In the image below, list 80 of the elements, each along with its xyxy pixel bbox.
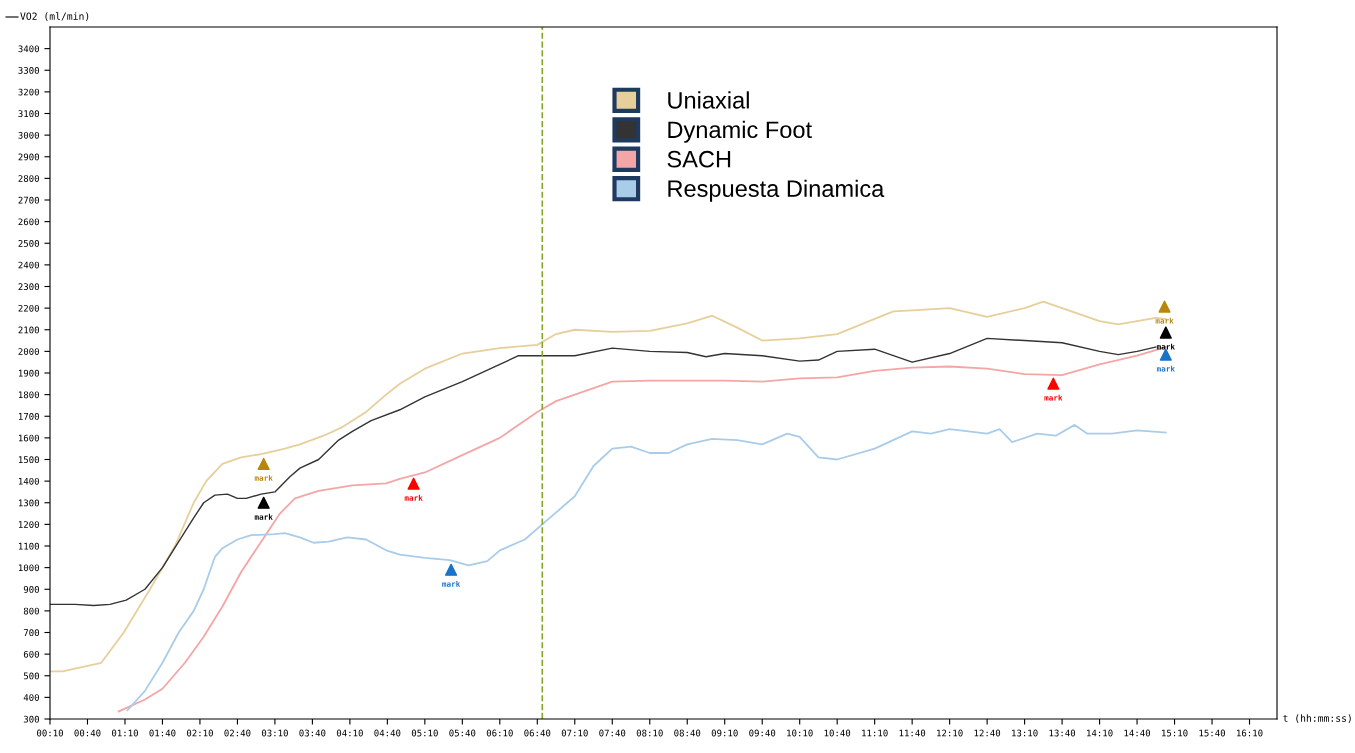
- y-tick-label: 2800: [18, 175, 39, 182]
- y-tick-label: 400: [23, 694, 39, 701]
- x-tick-label: 12:10: [937, 729, 963, 737]
- y-tick-label: 2100: [18, 326, 39, 334]
- y-tick-label: 600: [23, 650, 39, 658]
- y-tick-label: 1800: [18, 391, 39, 399]
- x-tick-label: 08:10: [636, 729, 663, 737]
- x-tick-label: 14:10: [1087, 729, 1113, 737]
- x-tick-label: 13:10: [1012, 729, 1038, 737]
- y-tick-label: 2600: [18, 218, 39, 226]
- y-tick-label: 2300: [18, 283, 39, 291]
- y-tick-label: 3000: [18, 131, 39, 139]
- y-tick-label: 3300: [18, 67, 39, 74]
- y-tick-label: 700: [23, 629, 39, 637]
- y-tick-label: 500: [23, 672, 39, 680]
- x-tick-label: 05:40: [449, 729, 476, 737]
- x-tick-label: 13:40: [1049, 729, 1076, 737]
- x-tick-label: 15:40: [1199, 729, 1226, 737]
- x-tick-label: 03:40: [299, 729, 326, 737]
- x-tick-label: 01:40: [149, 729, 176, 737]
- y-tick-label: 2000: [18, 348, 39, 355]
- x-tick-label: 06:40: [524, 729, 551, 737]
- y-tick-label: 2900: [18, 153, 39, 161]
- point: [1159, 326, 1172, 339]
- y-tick-label: 3200: [18, 88, 39, 96]
- x-tick-label: 00:10: [37, 729, 63, 737]
- y-tick-label: 1100: [18, 542, 39, 550]
- x-tick-label: 07:40: [599, 729, 626, 737]
- point: [407, 477, 420, 490]
- x-tick-label: 11:40: [899, 729, 926, 737]
- legend-label: Dynamic Foot: [668, 120, 812, 143]
- legend-label: Respuesta Dinamica: [668, 179, 885, 202]
- y-tick-label: 2400: [18, 261, 39, 269]
- point: [257, 457, 270, 470]
- x-tick-label: 04:40: [374, 729, 401, 737]
- x-tick-label: 01:10: [111, 729, 138, 737]
- y-tick-label: 1700: [18, 413, 39, 420]
- y-tick-label: 2700: [18, 196, 39, 204]
- point: [1158, 300, 1171, 313]
- y-tick-label: 1200: [18, 521, 39, 528]
- y-tick-label: 1900: [18, 369, 39, 377]
- line-series: [50, 337, 1157, 607]
- point: [257, 496, 270, 509]
- y-tick-label: 2200: [18, 304, 39, 312]
- legend-label: Uniaxial: [668, 91, 749, 109]
- x-tick-label: 02:10: [186, 729, 213, 737]
- y-tick-label: 3400: [18, 45, 39, 53]
- x-tick-label: 09:40: [749, 729, 776, 737]
- y-tick-label: 900: [23, 586, 39, 593]
- y-tick-label: 2500: [18, 240, 39, 247]
- x-tick-label: 10:10: [787, 729, 813, 737]
- x-tick-label: 12:40: [974, 729, 1001, 737]
- point: [445, 563, 458, 576]
- legend-label: SACH: [667, 150, 731, 168]
- y-tick-label: 800: [23, 607, 39, 615]
- y-tick-label: 1400: [18, 477, 39, 485]
- line-series: [126, 423, 1167, 712]
- x-tick-label: 07:10: [561, 729, 588, 737]
- y-tick-label: 1600: [18, 434, 39, 442]
- x-tick-label: 09:10: [711, 729, 738, 737]
- x-tick-label: 04:10: [336, 729, 363, 737]
- x-tick-label: 02:40: [224, 729, 251, 737]
- y-axis-title: VO2 (ml/min): [20, 12, 89, 21]
- point: [1047, 377, 1060, 390]
- x-tick-label: 14:40: [1124, 729, 1151, 737]
- x-tick-label: 00:40: [74, 729, 101, 737]
- x-tick-label: 05:10: [411, 729, 438, 737]
- x-tick-label: 06:10: [486, 729, 513, 737]
- x-axis-title: t (hh:mm:ss): [1283, 714, 1351, 723]
- x-tick-label: 08:40: [674, 729, 701, 737]
- y-tick-label: 3100: [18, 110, 39, 118]
- x-tick-label: 03:10: [261, 729, 288, 737]
- x-tick-label: 15:10: [1162, 729, 1188, 737]
- x-tick-label: 11:10: [862, 729, 888, 737]
- y-tick-label: 300: [23, 715, 39, 723]
- x-tick-label: 10:40: [824, 729, 851, 737]
- x-tick-label: 16:10: [1237, 729, 1263, 737]
- y-tick-label: 1000: [18, 564, 39, 572]
- y-tick-label: 1500: [18, 456, 39, 464]
- y-tick-label: 1300: [18, 499, 39, 507]
